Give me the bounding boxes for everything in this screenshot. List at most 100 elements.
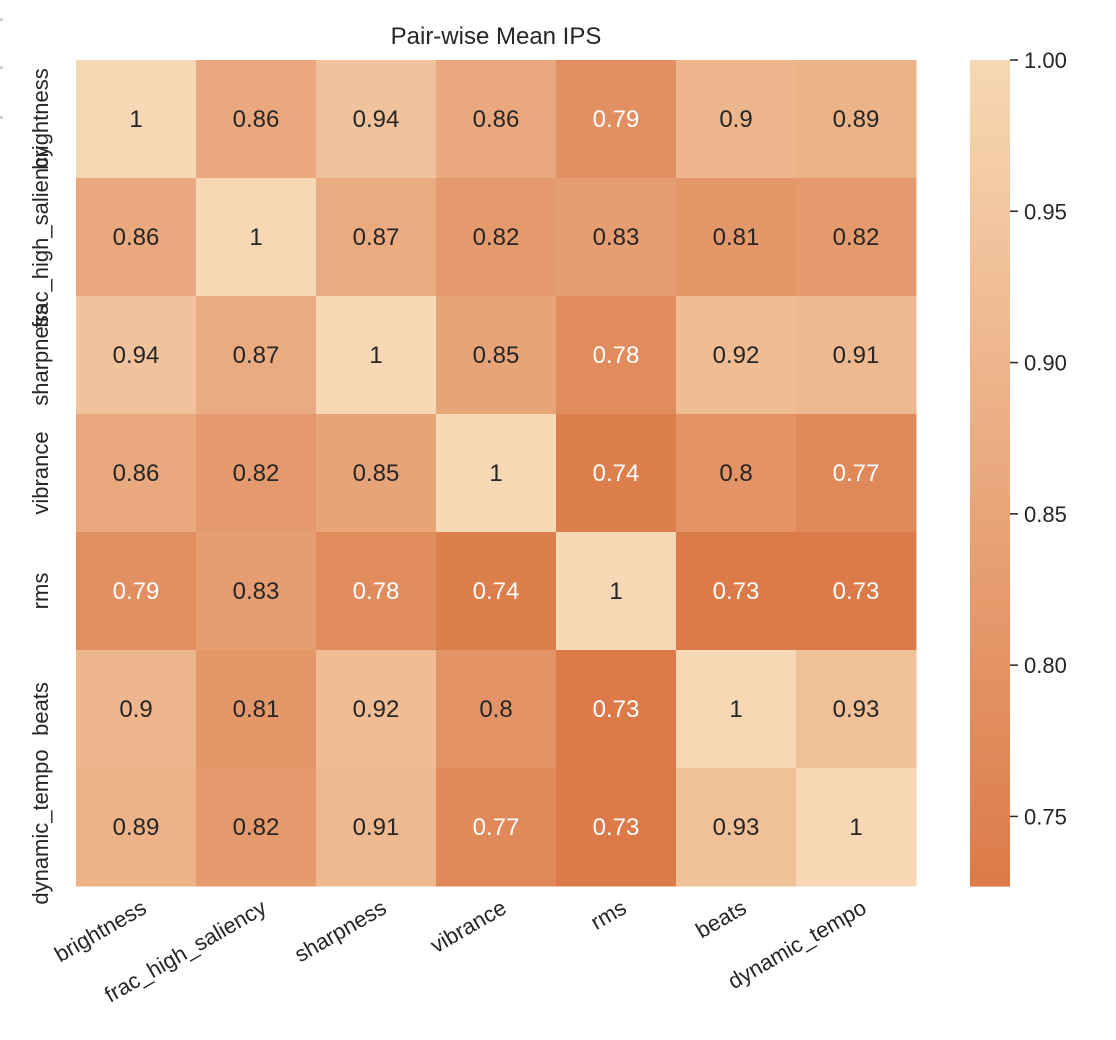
colorbar-segment xyxy=(970,66,1010,75)
heatmap-cell xyxy=(436,60,557,179)
colorbar-segment xyxy=(970,596,1010,605)
cell-value-label: 0.94 xyxy=(113,342,160,369)
colorbar-segment xyxy=(970,287,1010,295)
cell-value-label: 0.78 xyxy=(593,342,640,369)
colorbar-segment xyxy=(970,445,1010,453)
colorbar-segment xyxy=(970,204,1010,213)
colorbar-segment xyxy=(970,782,1010,791)
colorbar-segment xyxy=(970,80,1010,89)
colorbar-tick-label: 0.75 xyxy=(1024,804,1067,829)
colorbar-segment xyxy=(970,128,1010,137)
colorbar-segment xyxy=(970,135,1010,144)
colorbar-segment xyxy=(970,142,1010,151)
colorbar-segment xyxy=(970,803,1010,811)
colorbar-segment xyxy=(970,342,1010,350)
cell-value-label: 0.85 xyxy=(353,460,400,487)
colorbar-segment xyxy=(970,514,1010,522)
colorbar-segment xyxy=(970,528,1010,536)
colorbar-segment xyxy=(970,493,1010,502)
colorbar-segment xyxy=(970,362,1010,371)
colorbar-segment xyxy=(970,590,1010,598)
cell-value-label: 0.9 xyxy=(119,696,152,723)
colorbar-segment xyxy=(970,383,1010,391)
cell-value-label: 0.94 xyxy=(353,106,400,133)
heatmap-cell xyxy=(76,532,197,651)
colorbar-segment xyxy=(970,534,1010,543)
column-label: sharpness xyxy=(290,895,390,967)
cell-value-label: 0.91 xyxy=(833,342,880,369)
colorbar-segment xyxy=(970,121,1010,130)
cell-value-label: 0.74 xyxy=(473,578,520,605)
colorbar-segment xyxy=(970,307,1010,316)
cell-value-label: 0.81 xyxy=(713,224,760,251)
cell-value-label: 0.91 xyxy=(353,814,400,841)
colorbar-segment xyxy=(970,349,1010,357)
colorbar-segment xyxy=(970,548,1010,557)
colorbar-tick-label: 1.00 xyxy=(1024,48,1067,73)
colorbar-segment xyxy=(970,879,1010,887)
colorbar-segment xyxy=(970,638,1010,646)
colorbar-segment xyxy=(970,844,1010,853)
colorbar-segment xyxy=(970,796,1010,804)
colorbar-segment xyxy=(970,280,1010,288)
cell-value-label: 0.74 xyxy=(593,460,640,487)
heatmap-cell xyxy=(436,414,557,533)
heatmap-cell xyxy=(316,414,437,533)
cell-value-label: 0.81 xyxy=(233,696,280,723)
heatmap-cell xyxy=(796,532,917,651)
heatmap-cell xyxy=(676,650,797,769)
cell-value-label: 1 xyxy=(489,460,502,487)
cell-value-label: 1 xyxy=(729,696,742,723)
colorbar-segment xyxy=(970,755,1010,763)
edge-mark xyxy=(0,66,3,69)
colorbar-segment xyxy=(970,459,1010,467)
cell-value-label: 0.73 xyxy=(593,696,640,723)
heatmap-cell xyxy=(796,768,917,887)
colorbar-segment xyxy=(970,232,1010,240)
heatmap-cell xyxy=(796,414,917,533)
colorbar-segment xyxy=(970,183,1010,192)
cell-value-label: 0.87 xyxy=(353,224,400,251)
colorbar-segment xyxy=(970,562,1010,570)
colorbar-segment xyxy=(970,748,1010,756)
colorbar-segment xyxy=(970,218,1010,226)
colorbar-segment xyxy=(970,789,1010,798)
colorbar-segment xyxy=(970,149,1010,157)
colorbar-segment xyxy=(970,872,1010,880)
heatmap-cell xyxy=(196,650,317,769)
cell-value-label: 0.86 xyxy=(113,224,160,251)
colorbar-segment xyxy=(970,837,1010,846)
cell-value-label: 0.79 xyxy=(113,578,160,605)
cell-value-label: 0.92 xyxy=(353,696,400,723)
colorbar-segment xyxy=(970,266,1010,274)
heatmap-cell xyxy=(556,768,677,887)
cell-value-label: 0.86 xyxy=(113,460,160,487)
column-label: beats xyxy=(691,895,750,944)
heatmap-cell xyxy=(436,178,557,297)
colorbar-segment xyxy=(970,328,1010,336)
cell-value-label: 0.82 xyxy=(833,224,880,251)
colorbar-segment xyxy=(970,645,1010,653)
colorbar-segment xyxy=(970,108,1010,116)
cell-value-label: 0.83 xyxy=(593,224,640,251)
cell-value-label: 0.8 xyxy=(719,460,752,487)
colorbar-segment xyxy=(970,321,1010,330)
edge-mark xyxy=(0,18,3,21)
cell-value-label: 1 xyxy=(129,106,142,133)
heatmap-cell xyxy=(676,296,797,415)
cell-value-label: 0.73 xyxy=(713,578,760,605)
colorbar-segment xyxy=(970,541,1010,550)
colorbar-segment xyxy=(970,555,1010,564)
colorbar-segment xyxy=(970,651,1010,660)
heatmap-cell xyxy=(796,178,917,297)
colorbar-segment xyxy=(970,177,1010,185)
colorbar-segment xyxy=(970,225,1010,233)
cell-value-label: 0.73 xyxy=(593,814,640,841)
heatmap-cell xyxy=(316,532,437,651)
colorbar-segment xyxy=(970,473,1010,481)
heatmap-cell xyxy=(76,650,197,769)
heatmap-cell xyxy=(676,768,797,887)
colorbar-segment xyxy=(970,273,1010,281)
cell-value-label: 0.89 xyxy=(113,814,160,841)
